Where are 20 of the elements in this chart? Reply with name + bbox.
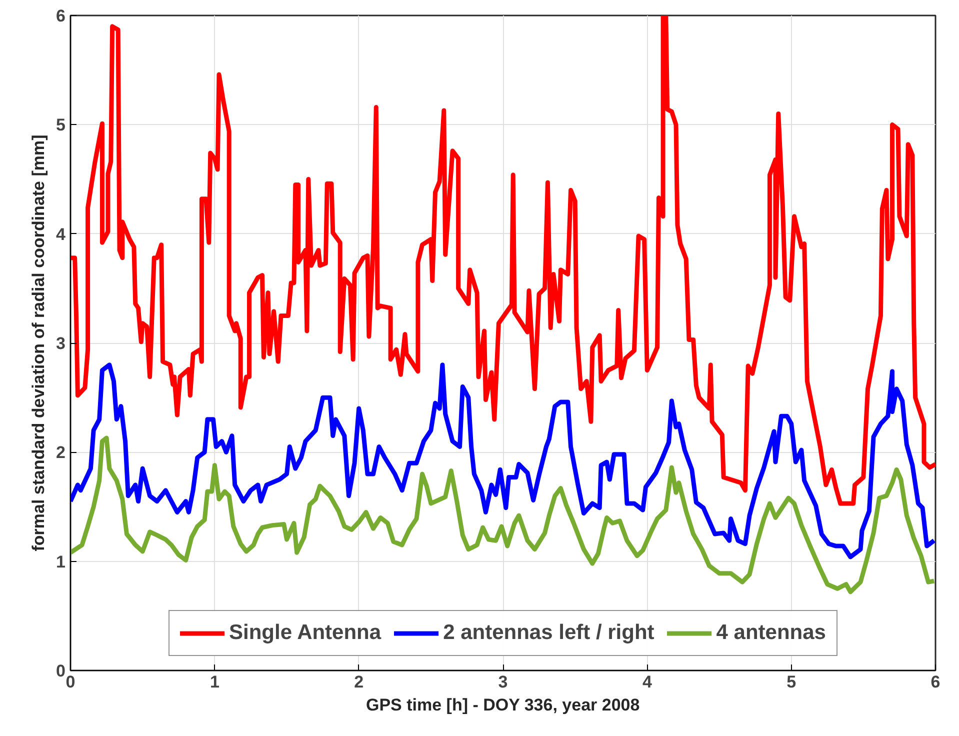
y-tick-label: 1 xyxy=(56,552,66,572)
x-axis-title: GPS time [h] - DOY 336, year 2008 xyxy=(366,696,640,714)
line-series xyxy=(70,436,936,594)
x-tick-label: 3 xyxy=(498,672,508,692)
y-tick-label: 3 xyxy=(56,334,66,353)
y-tick-label: 4 xyxy=(56,224,66,244)
x-tick-label: 4 xyxy=(642,672,652,692)
x-tick-label: 6 xyxy=(930,672,940,692)
y-tick-label: 6 xyxy=(56,6,66,26)
line-series xyxy=(70,16,936,506)
y-tick-label: 2 xyxy=(56,443,66,462)
y-axis-title: formal standard deviation of radial coordinate [mm] xyxy=(29,134,48,552)
x-tick-label: 5 xyxy=(786,672,796,692)
x-tick-label: 2 xyxy=(354,672,364,692)
y-tick-label: 5 xyxy=(56,116,66,135)
line-series xyxy=(70,362,936,560)
legend-label: 2 antennas left / right xyxy=(443,621,654,645)
legend-label: Single Antenna xyxy=(229,621,382,645)
x-tick-label: 1 xyxy=(210,672,220,692)
legend-label: 4 antennas xyxy=(716,621,826,645)
